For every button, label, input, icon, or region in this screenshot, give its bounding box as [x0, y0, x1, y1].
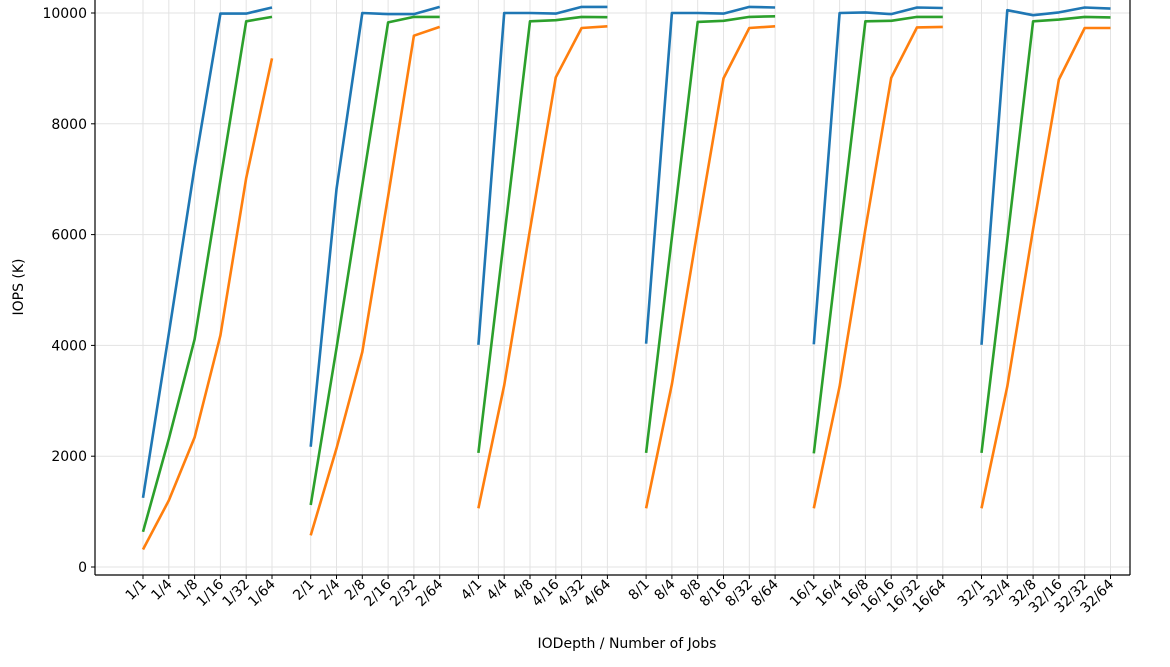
series-2-group-3-line	[477, 25, 608, 509]
x-tick-label: 1/4	[148, 576, 175, 603]
series-3-group-2-line	[309, 15, 440, 506]
x-tick-label: 8/4	[651, 576, 678, 603]
series-2-group-4-line	[644, 25, 776, 509]
series-3-group-6-line	[980, 15, 1111, 454]
y-axis-label: IOPS (K)	[11, 258, 27, 315]
x-tick-label: 2/32	[387, 577, 421, 611]
series-2-group-5-line	[812, 25, 943, 509]
series-1-group-2-line	[309, 5, 441, 447]
x-axis-ticks: 1/11/41/81/161/321/64 2/12/42/82/162/322/…	[123, 575, 1117, 616]
x-tick-label: 8/1	[626, 577, 653, 604]
series-3-group-3-line	[477, 15, 608, 454]
x-tick-label: 2/16	[361, 576, 395, 610]
x-tick-label: 16/4	[813, 576, 847, 610]
series-1-group-4-line	[644, 5, 776, 344]
x-tick-label: 4/1	[458, 577, 485, 604]
x-tick-label: 1/32	[219, 577, 253, 611]
x-tick-label: 1/1	[123, 577, 150, 604]
x-tick-label: 8/16	[697, 576, 731, 610]
x-tick-label: 1/64	[245, 576, 279, 610]
x-tick-label: 32/4	[981, 576, 1015, 610]
series-3-group-5-line	[812, 15, 943, 454]
x-tick-label: 8/32	[723, 577, 757, 611]
series-2-group-2-line	[309, 25, 441, 536]
y-tick-label: 8000	[51, 117, 87, 133]
x-tick-label: 2/4	[316, 576, 343, 603]
x-tick-label: 1/16	[194, 576, 228, 610]
x-tick-label: 2/1	[290, 577, 317, 604]
y-tick-label: 6000	[51, 228, 87, 244]
x-tick-label: 32/1	[955, 577, 989, 611]
x-tick-label: 16/1	[787, 577, 821, 611]
x-tick-label: 4/32	[555, 577, 589, 611]
series-1-group-6-line	[980, 6, 1111, 345]
y-tick-label: 10000	[42, 6, 87, 22]
y-tick-label: 2000	[51, 449, 87, 465]
x-tick-label: 4/64	[581, 576, 615, 610]
series-1-group-5-line	[812, 6, 943, 345]
grid	[95, 0, 1130, 575]
series-1-group-1-line	[141, 6, 273, 499]
x-tick-label: 2/64	[413, 576, 447, 610]
y-tick-label: 4000	[51, 338, 87, 354]
x-tick-label: 4/16	[529, 576, 563, 610]
axes	[94, 0, 1131, 576]
x-axis-label: IODepth / Number of Jobs	[538, 636, 717, 652]
x-tick-label: 4/4	[484, 576, 511, 603]
y-tick-label: 0	[78, 560, 87, 576]
x-tick-label: 8/64	[748, 576, 782, 610]
series-3-group-1-line	[141, 15, 273, 533]
series-1-group-3-line	[477, 5, 608, 345]
series-3-group-4-line	[644, 15, 776, 454]
series-2-group-6-line	[980, 26, 1111, 509]
series-lines	[141, 5, 1111, 551]
series-2-group-1-line	[141, 58, 274, 551]
y-axis-ticks: 0 2000 4000 6000 8000 10000	[42, 6, 95, 576]
